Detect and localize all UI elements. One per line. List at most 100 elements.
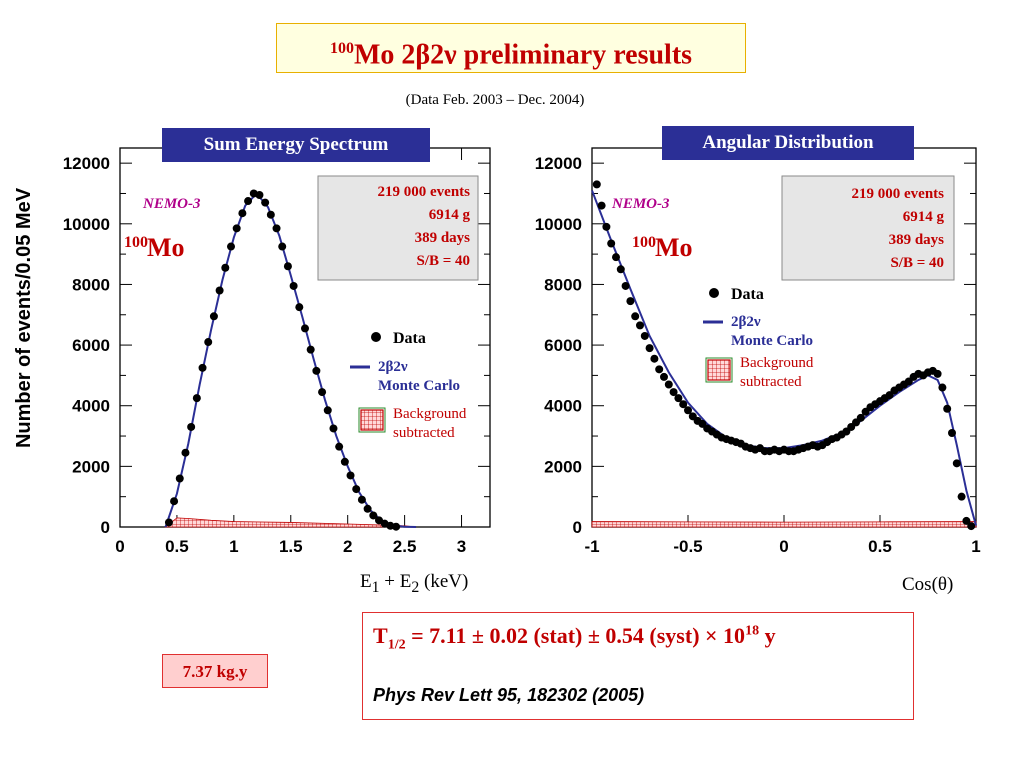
x-axis-label-left: E1 + E2 (keV) (360, 571, 469, 596)
half-life-result: T1/2 = 7.11 ± 0.02 (stat) ± 0.54 (syst) … (373, 623, 776, 653)
y-tick-label: 0 (101, 518, 110, 537)
legend-mc-label-2: Monte Carlo (731, 333, 813, 349)
y-tick-label: 12000 (535, 154, 582, 173)
data-point (357, 495, 366, 504)
legend-background-swatch (360, 409, 384, 431)
legend-mc-label: 2β2ν (378, 359, 408, 375)
info-box (781, 175, 955, 281)
data-point (592, 180, 601, 189)
experiment-label: NEMO-3 (142, 196, 201, 212)
y-tick-label: 6000 (544, 336, 582, 355)
legend-background-label: Background (393, 406, 467, 422)
info-line: S/B = 40 (890, 255, 944, 271)
result-box: T1/2 = 7.11 ± 0.02 (stat) ± 0.54 (syst) … (362, 612, 914, 720)
isotope-label: Mo (147, 233, 185, 262)
legend-background-label-2: subtracted (393, 425, 455, 441)
data-point (204, 338, 213, 347)
info-line: 6914 g (903, 209, 945, 225)
data-point (948, 429, 956, 438)
y-axis-label: Number of events/0.05 MeV (13, 187, 35, 448)
data-point (957, 492, 966, 501)
data-point (645, 344, 654, 353)
x-axis-label-right: Cos(θ) (902, 574, 954, 595)
data-point (631, 312, 640, 321)
y-tick-label: 0 (573, 518, 582, 537)
panel-label-left: Sum Energy Spectrum (162, 128, 430, 162)
x-tick-label: 0.5 (165, 537, 189, 556)
x-tick-label: 1 (229, 537, 238, 556)
x-tick-label: -0.5 (673, 537, 702, 556)
legend-background-swatch (707, 359, 731, 381)
data-point (684, 406, 692, 415)
data-point (215, 286, 224, 295)
data-point (962, 516, 971, 525)
legend-mc-label-2: Monte Carlo (378, 378, 460, 394)
background-area (591, 521, 977, 528)
data-point (175, 474, 184, 483)
publication-reference: Phys Rev Lett 95, 182302 (2005) (373, 685, 645, 705)
exposure-badge: 7.37 kg.y (162, 654, 268, 688)
data-point (289, 281, 298, 290)
data-point (640, 331, 649, 340)
data-point (335, 442, 344, 451)
page-title: 100Mo 2β2ν preliminary results (276, 23, 746, 73)
data-point (340, 457, 349, 466)
x-tick-label: 3 (457, 537, 466, 556)
y-tick-label: 2000 (72, 457, 110, 476)
chart-left: 0 2000 4000 6000 8000 10000 12000 0 0.5 1 1.5 2 2.5 3 (63, 147, 491, 556)
data-point (938, 383, 947, 392)
info-line: 219 000 events (852, 186, 945, 202)
y-tick-label: 8000 (544, 275, 582, 294)
data-point (187, 422, 196, 431)
data-point (323, 406, 332, 415)
legend-data-marker (371, 332, 381, 342)
info-line: 389 days (415, 230, 471, 246)
data-point (392, 522, 401, 531)
data-point (636, 321, 644, 330)
data-point (261, 198, 270, 207)
data-point (943, 404, 952, 413)
experiment-label: NEMO-3 (611, 196, 670, 212)
data-point (272, 224, 281, 233)
data-point (607, 239, 616, 248)
data-point (312, 366, 321, 375)
isotope-mass-number: 100 (632, 234, 656, 251)
data-point (967, 522, 976, 531)
legend-background-swatch-border (705, 357, 733, 383)
isotope-label: Mo (655, 233, 693, 262)
data-point (597, 201, 606, 210)
y-tick-label: 10000 (63, 215, 110, 234)
data-point (655, 365, 664, 374)
data-point (933, 369, 942, 378)
data-point (306, 345, 315, 354)
data-point (221, 263, 230, 272)
info-box (317, 175, 479, 281)
legend-background-label-2: subtracted (740, 374, 802, 390)
legend-data-marker (709, 288, 719, 298)
x-tick-label: 2 (343, 537, 352, 556)
page-subtitle: (Data Feb. 2003 – Dec. 2004) (405, 92, 585, 108)
info-line: 219 000 events (378, 184, 471, 200)
data-point (301, 324, 309, 333)
data-point (602, 222, 611, 231)
data-point (278, 242, 287, 251)
data-point (255, 190, 264, 199)
data-point (352, 485, 361, 494)
data-point (164, 518, 173, 527)
data-point (679, 400, 688, 409)
data-point (626, 297, 635, 306)
data-point (238, 209, 247, 218)
y-tick-label: 6000 (72, 336, 110, 355)
info-line: 6914 g (429, 207, 471, 223)
data-point (198, 363, 207, 372)
data-point (283, 262, 292, 271)
data-point (329, 424, 338, 433)
x-tick-label: 2.5 (393, 537, 417, 556)
y-tick-label: 4000 (544, 397, 582, 416)
data-point (232, 224, 241, 233)
data-point (856, 413, 865, 422)
legend-background-label: Background (740, 355, 814, 371)
data-point (363, 504, 372, 513)
y-tick-label: 2000 (544, 457, 582, 476)
data-point (674, 394, 683, 403)
